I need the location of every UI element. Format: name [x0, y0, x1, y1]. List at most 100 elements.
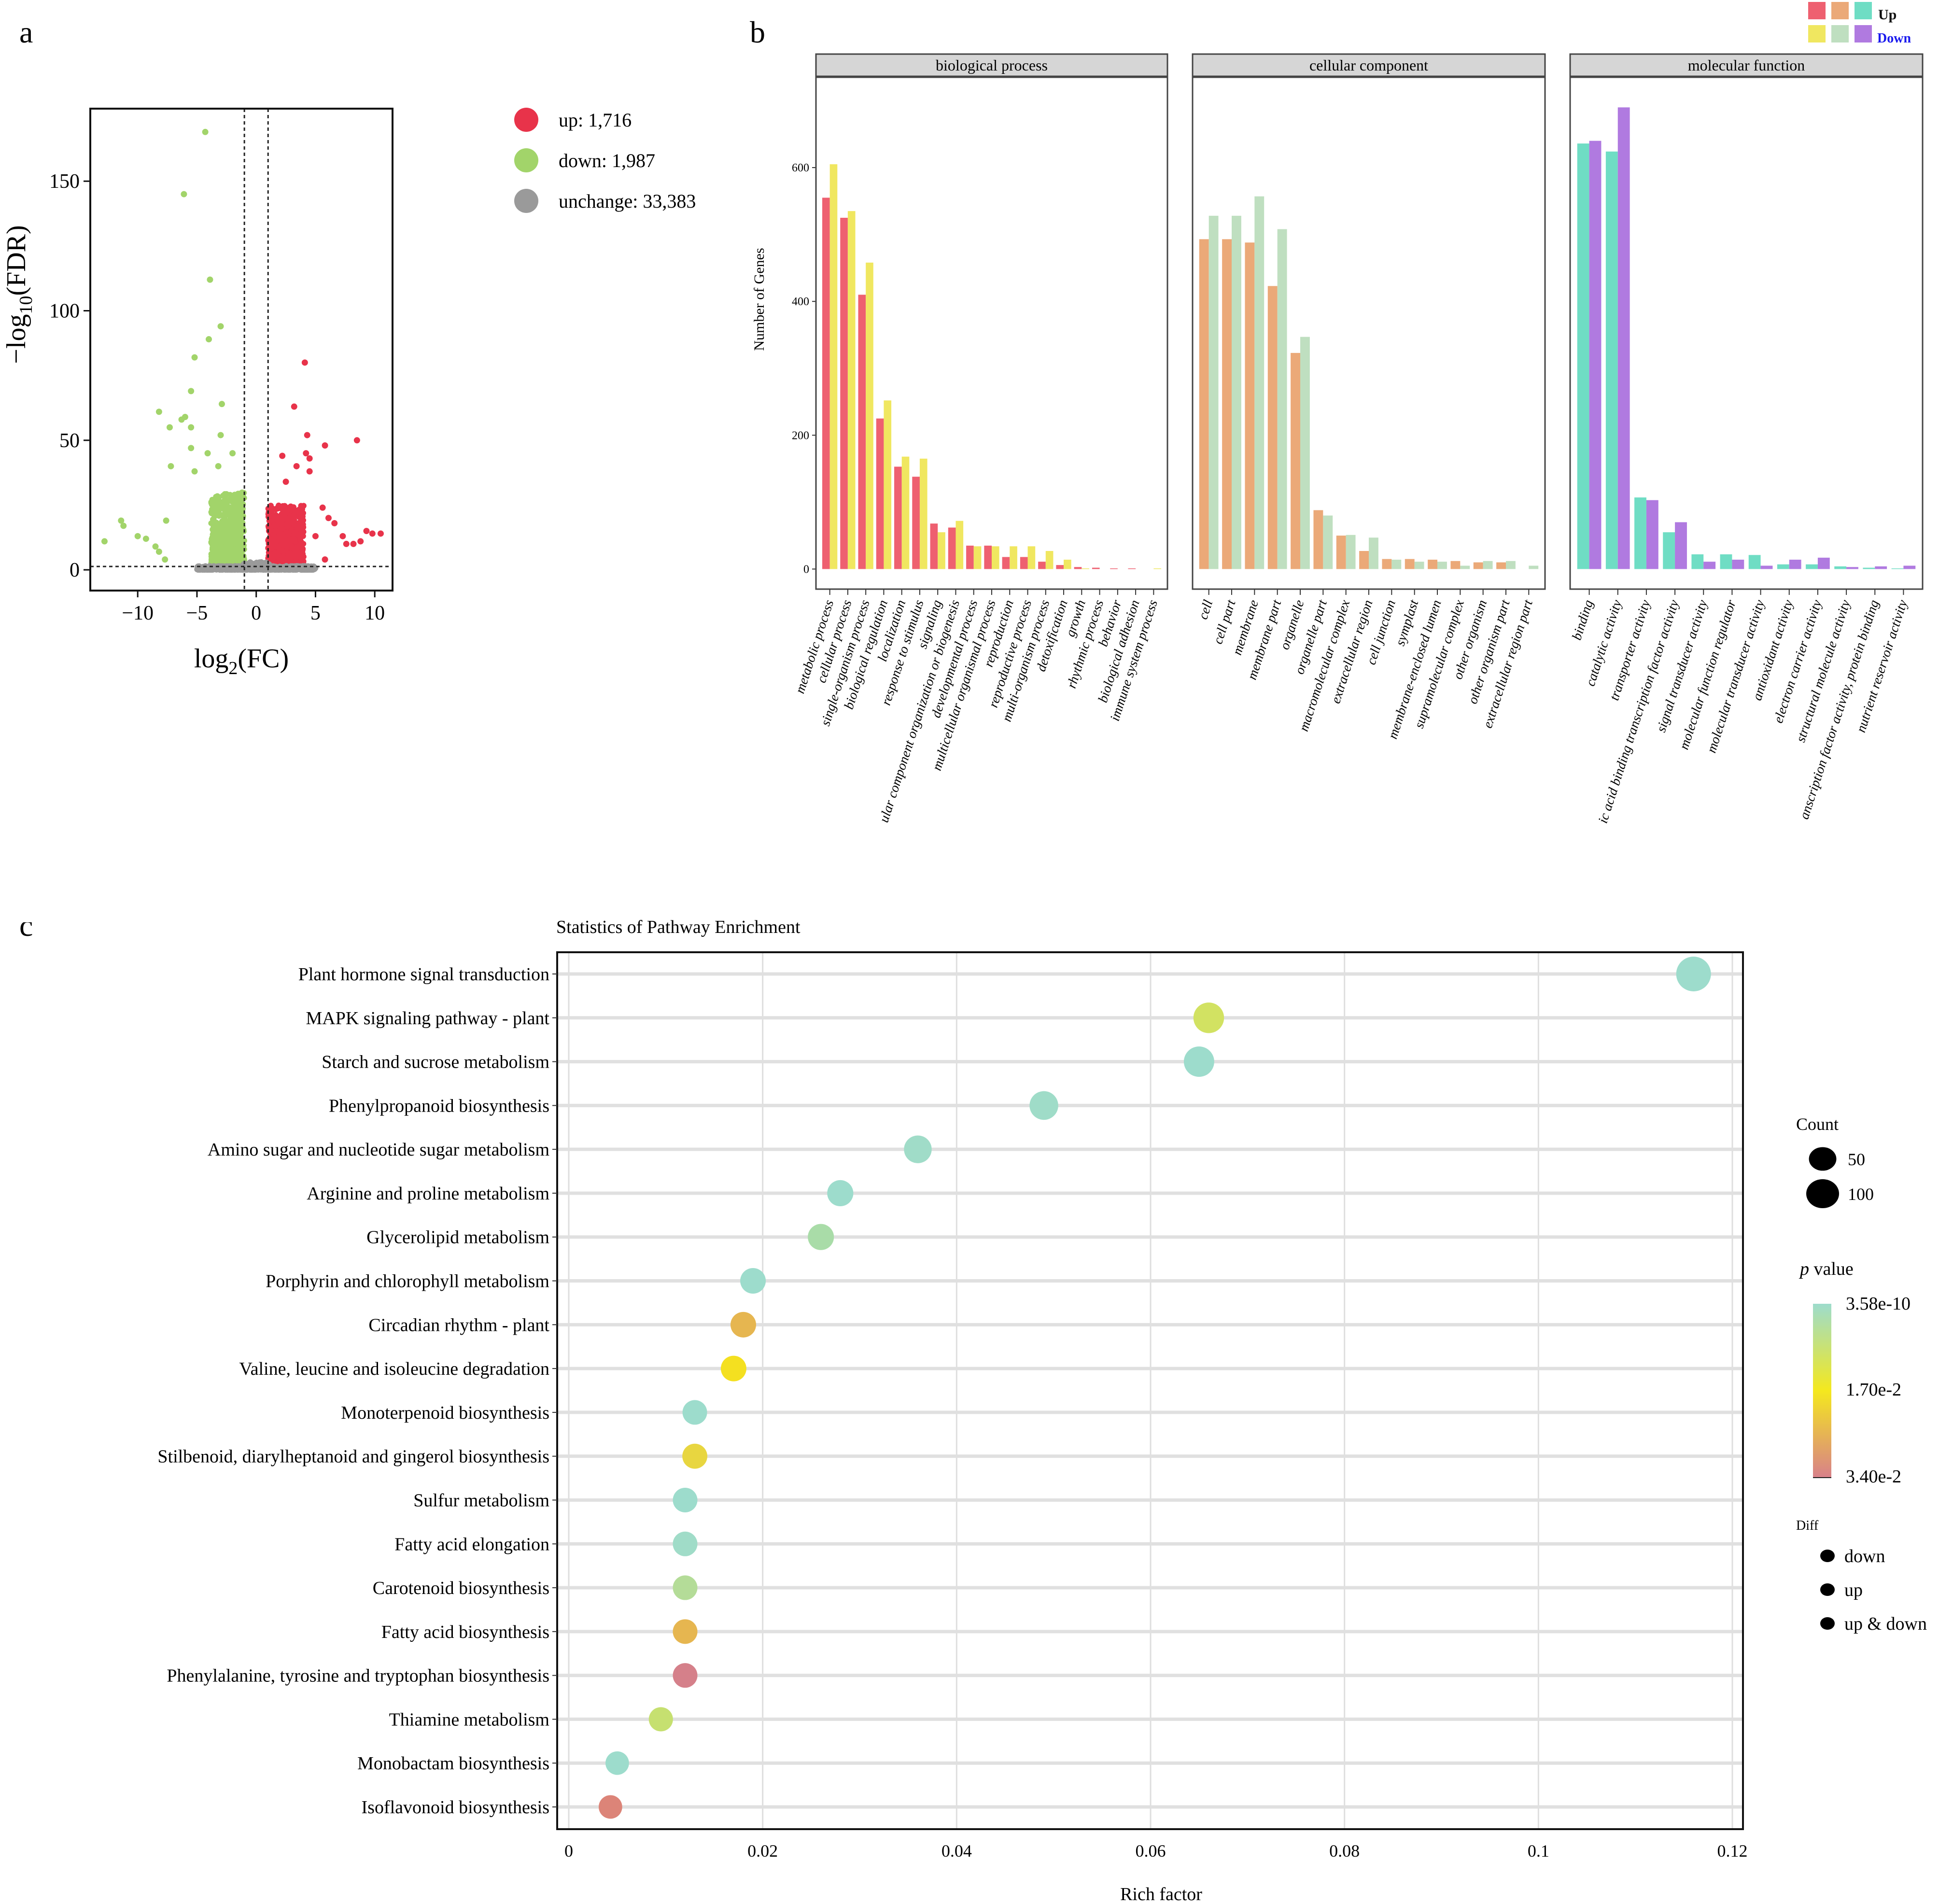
- volcano-point-down: [218, 401, 225, 408]
- volcano-point-down: [229, 508, 236, 514]
- volcano-point-down: [213, 520, 220, 526]
- bar-down: [1732, 560, 1744, 569]
- x-tick-label: 10: [365, 602, 385, 624]
- volcano-plot: −10 −5 0 5 10 0 50 100 150 log2(FC) −log10(FDR)…: [1, 108, 696, 678]
- bar-down: [1875, 566, 1887, 569]
- volcano-point-unchange: [224, 563, 230, 569]
- diff-legend-dot: [1820, 1550, 1835, 1562]
- legend-label: unchange: 33,383: [559, 190, 696, 212]
- facet-title: molecular function: [1688, 56, 1805, 74]
- bar-down: [1460, 565, 1470, 569]
- volcano-point-up: [291, 512, 297, 519]
- bar-up: [1496, 562, 1506, 569]
- volcano-point-up: [343, 540, 350, 547]
- bar-up: [1663, 532, 1675, 569]
- legend-label: down: 1,987: [559, 150, 655, 171]
- pathway-label: Porphyrin and chlorophyll metabolism: [266, 1271, 549, 1292]
- volcano-point-down: [217, 504, 223, 510]
- volcano-point-up: [291, 403, 297, 410]
- bar-down: [1617, 107, 1630, 569]
- bar-up: [822, 197, 830, 569]
- volcano-point-down: [232, 556, 238, 563]
- bar-down: [1903, 565, 1916, 569]
- bar-up: [1245, 242, 1255, 569]
- volcano-point-down: [191, 468, 198, 475]
- volcano-x-ticks: −10 −5 0 5 10: [122, 591, 385, 624]
- bar-down: [1391, 560, 1402, 569]
- bar-up: [1128, 568, 1136, 569]
- kegg-x-ticks: 0 0.02 0.04 0.06 0.08 0.1 0.12: [564, 1841, 1748, 1861]
- volcano-x-label: log2(FC): [194, 644, 289, 678]
- legend-swatch-down: [1808, 25, 1826, 42]
- pathway-dot: [740, 1268, 766, 1294]
- pathway-label: Monobactam biosynthesis: [357, 1753, 549, 1774]
- pathway-label: Starch and sucrose metabolism: [322, 1052, 549, 1072]
- kegg-frame: [556, 951, 1744, 1830]
- bar-up: [1428, 560, 1437, 569]
- pathway-label: Amino sugar and nucleotide sugar metabol…: [208, 1140, 549, 1160]
- volcano-point-down: [213, 533, 220, 539]
- volcano-frame: [89, 108, 393, 592]
- bar-up: [930, 523, 938, 569]
- bar-up: [894, 466, 902, 569]
- diff-legend-label: down: [1844, 1546, 1885, 1566]
- y-tick-label: 150: [49, 170, 80, 193]
- volcano-dense-points: [194, 489, 319, 573]
- bar-down: [955, 521, 964, 569]
- volcano-point-down: [209, 506, 215, 512]
- volcano-point-up: [271, 553, 278, 560]
- bar-up: [1222, 239, 1232, 569]
- bar-down: [1369, 537, 1378, 569]
- volcano-point-unchange: [204, 566, 211, 573]
- volcano-point-down: [222, 525, 228, 532]
- pathway-dot: [682, 1400, 707, 1425]
- volcano-point-down: [155, 549, 162, 555]
- bar-down: [1675, 522, 1687, 569]
- bar-down: [1064, 560, 1071, 569]
- volcano-point-down: [155, 409, 162, 415]
- pathway-dot: [648, 1707, 673, 1732]
- pathway-dot: [605, 1751, 629, 1775]
- volcano-point-down: [238, 494, 244, 501]
- volcano-point-down: [142, 536, 149, 542]
- bar-down: [847, 211, 856, 569]
- volcano-point-up: [268, 526, 274, 533]
- x-tick-label: −10: [122, 602, 154, 624]
- volcano-point-down: [134, 533, 141, 539]
- bar-up: [876, 418, 884, 569]
- volcano-point-down: [191, 354, 198, 361]
- bar-up: [1038, 562, 1046, 569]
- pathway-dot: [682, 1443, 707, 1469]
- volcano-point-down: [168, 463, 174, 469]
- facet-strip: [1569, 53, 1924, 77]
- count-legend-label: 100: [1848, 1185, 1874, 1204]
- kegg-enrichment-chart: Statistics of Pathway Enrichment Plant h…: [157, 917, 1927, 1904]
- volcano-point-down: [163, 517, 169, 524]
- pathway-dot: [1193, 1002, 1224, 1033]
- volcano-point-up: [275, 518, 281, 524]
- volcano-point-unchange: [198, 564, 205, 571]
- volcano-point-down: [162, 556, 169, 563]
- pathway-dot: [731, 1312, 756, 1338]
- pathway-dot: [827, 1180, 854, 1207]
- bar-down: [866, 262, 873, 569]
- pathway-label: Valine, leucine and isoleucine degradati…: [239, 1359, 549, 1379]
- volcano-point-down: [222, 533, 228, 539]
- pathway-dot: [673, 1663, 698, 1688]
- volcano-point-up: [280, 548, 286, 554]
- pvalue-title-p: p: [1798, 1259, 1809, 1279]
- volcano-point-up: [369, 530, 376, 537]
- volcano-point-down: [188, 388, 195, 395]
- volcano-point-down: [238, 548, 244, 554]
- volcano-point-down: [214, 557, 220, 563]
- bar-up: [1834, 566, 1847, 569]
- pathway-label: Isoflavonoid biosynthesis: [362, 1797, 549, 1818]
- panel-label-a: a: [19, 15, 33, 49]
- pathway-label: Arginine and proline metabolism: [307, 1184, 549, 1204]
- legend-swatch: [514, 189, 538, 213]
- volcano-point-up: [363, 528, 370, 535]
- pathway-label: Phenylpropanoid biosynthesis: [329, 1096, 549, 1116]
- volcano-point-up: [322, 442, 328, 449]
- volcano-point-up: [298, 554, 305, 561]
- bar-up: [1074, 567, 1082, 569]
